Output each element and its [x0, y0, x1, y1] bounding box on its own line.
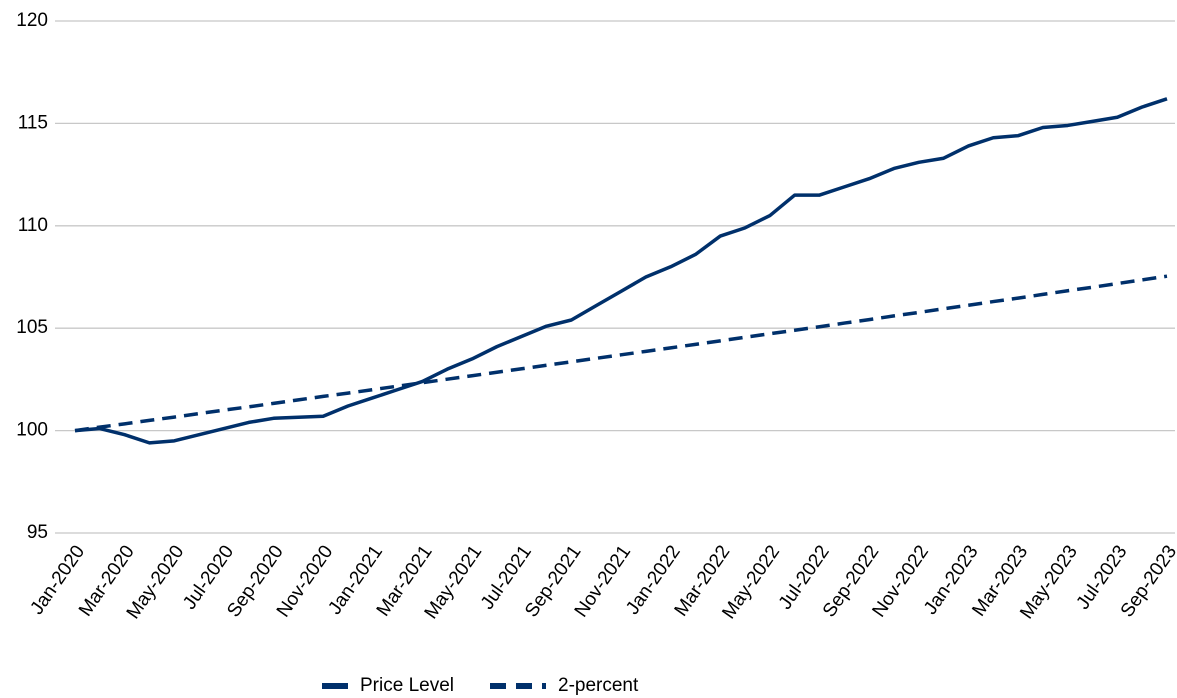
- y-tick-label: 95: [27, 522, 48, 543]
- legend-label: Price Level: [360, 675, 454, 696]
- line-series: [74, 97, 1168, 445]
- line-series: [74, 274, 1168, 433]
- legend-label: 2-percent: [558, 675, 639, 696]
- y-tick-label: 105: [16, 317, 48, 338]
- y-tick-label: 110: [18, 215, 48, 236]
- y-tick-label: 115: [18, 112, 48, 133]
- y-tick-label: 100: [16, 420, 48, 441]
- y-tick-label: 120: [16, 10, 48, 31]
